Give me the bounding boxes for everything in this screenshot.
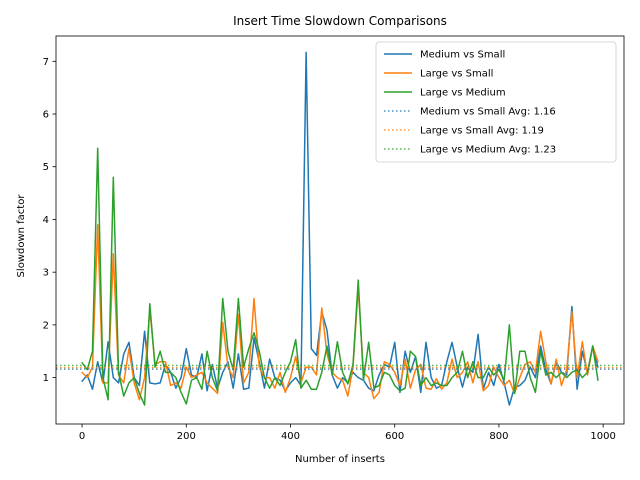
x-tick-label: 1000 <box>590 431 615 442</box>
legend-entry: Large vs Small Avg: 1.19 <box>420 126 544 137</box>
x-tick-label: 800 <box>489 431 508 442</box>
y-tick-label: 6 <box>43 110 49 121</box>
legend-entry: Large vs Medium Avg: 1.23 <box>420 145 556 156</box>
y-tick-label: 4 <box>43 215 49 226</box>
legend-entry: Medium vs Small Avg: 1.16 <box>420 107 556 118</box>
x-tick-label: 600 <box>385 431 404 442</box>
y-tick-label: 5 <box>43 162 49 173</box>
y-tick-label: 2 <box>43 320 49 331</box>
x-axis: 0 200 400 600 800 1000 <box>79 424 616 442</box>
series-line-1 <box>81 223 599 401</box>
y-axis-label: Slowdown factor <box>16 194 27 278</box>
x-tick-label: 400 <box>281 431 300 442</box>
y-tick-label: 7 <box>43 57 49 68</box>
series-line-2 <box>81 147 599 406</box>
legend-entry: Medium vs Small <box>420 50 505 61</box>
x-axis-label: Number of inserts <box>295 454 385 465</box>
legend-entry: Large vs Small <box>420 69 493 80</box>
plot-area <box>56 51 624 406</box>
legend: Medium vs Small Large vs Small Large vs Me… <box>375 41 617 163</box>
x-tick-label: 0 <box>79 431 85 442</box>
chart-title: Insert Time Slowdown Comparisons <box>233 14 447 28</box>
legend-entry: Large vs Medium <box>420 88 506 99</box>
legend-box <box>375 41 617 163</box>
axes-frame <box>55 35 625 425</box>
x-tick-label: 200 <box>177 431 196 442</box>
series-line-0 <box>81 51 599 406</box>
y-tick-label: 1 <box>43 373 49 384</box>
y-axis: 1 2 3 4 5 6 7 <box>43 57 56 384</box>
y-tick-label: 3 <box>43 268 49 279</box>
